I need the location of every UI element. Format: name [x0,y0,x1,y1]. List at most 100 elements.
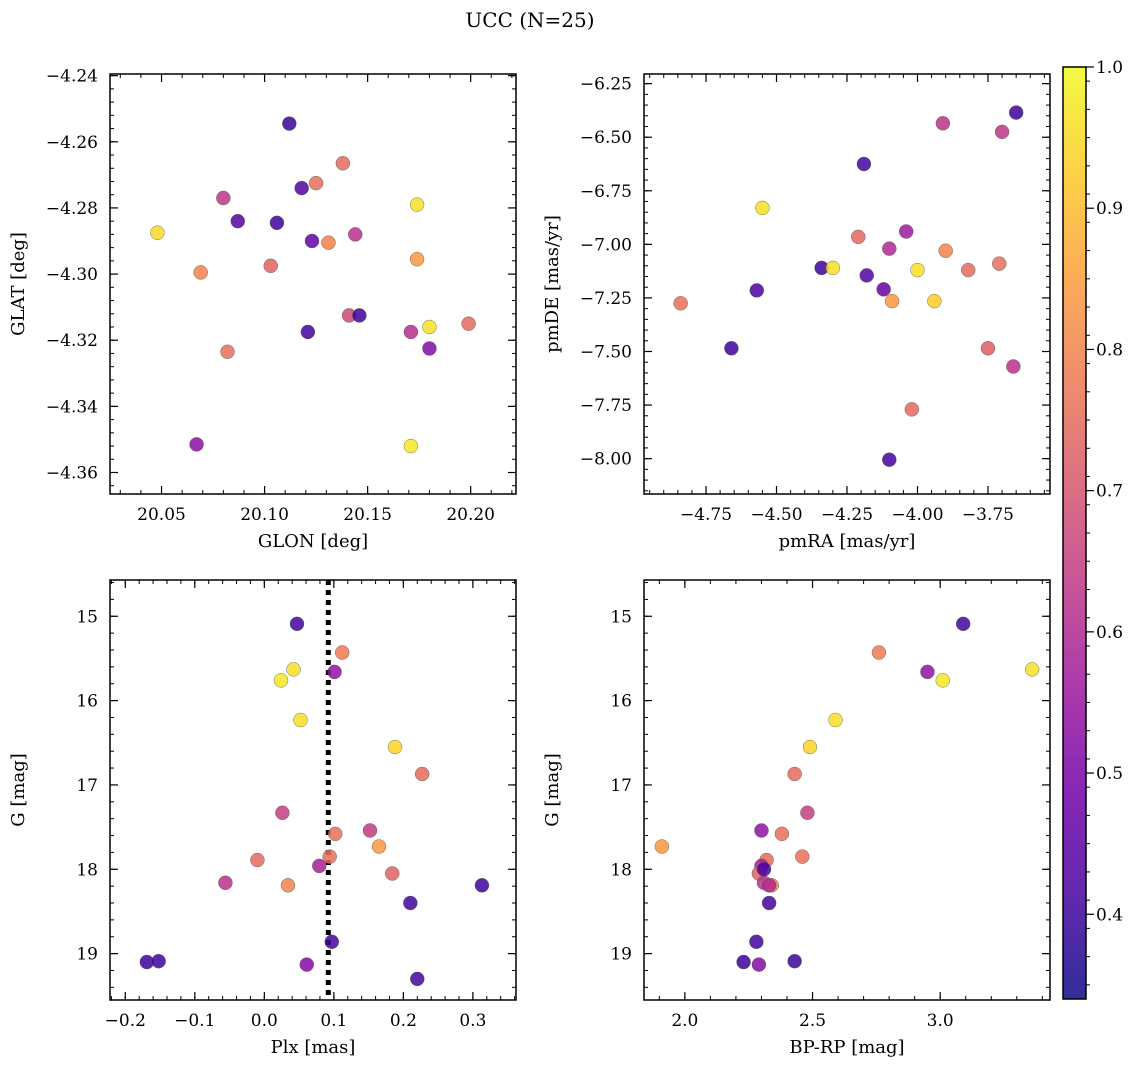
data-point [289,616,305,632]
data-point [673,296,688,311]
y-tick-label: −7.75 [580,396,632,416]
data-point [150,225,165,240]
y-tick-label: −7.25 [580,289,632,309]
data-point [273,673,289,688]
data-point [403,438,419,454]
data-point [1008,105,1024,120]
y-axis-label: GLAT [deg] [8,232,29,336]
axis-ticks [644,580,1050,1000]
data-point [754,823,769,838]
x-tick-label: −4.25 [821,505,873,525]
data-point [151,954,166,969]
data-point [304,233,320,249]
data-point [920,664,935,680]
data-point [327,664,342,680]
y-axis-label: pmDE [mas/yr] [542,215,563,353]
x-tick-label: −4.75 [680,505,732,525]
colorbar-tick-label: 0.5 [1096,764,1123,784]
y-tick-label: −7.00 [580,235,632,255]
y-tick-label: −6.25 [580,75,632,95]
data-point [414,766,430,782]
data-point [299,957,314,972]
data-point [871,645,887,660]
x-tick-label: −0.1 [174,1011,215,1031]
data-point [189,437,204,452]
x-tick-label: 0.0 [251,1011,278,1031]
data-point [286,662,301,677]
data-point [403,324,419,340]
data-point [300,324,316,340]
data-point [935,116,951,131]
data-point [795,849,810,864]
data-point [230,213,245,229]
data-point [352,308,367,323]
data-point [312,858,327,874]
x-axis-label: pmRA [mas/yr] [779,531,916,552]
data-point [362,823,378,838]
data-point [216,190,231,206]
data-point [294,180,309,196]
data-point [749,934,764,950]
y-tick-label: −4.34 [46,397,98,417]
y-tick-label: 17 [610,776,632,796]
data-point [774,826,790,842]
y-tick-label: 18 [76,860,98,880]
data-point [882,452,897,467]
data-point [761,878,777,893]
data-point [387,739,403,755]
data-point [910,262,925,278]
y-tick-label: 17 [76,776,98,796]
colorbar: 0.4 0.5 0.6 0.7 0.8 0.9 1.0 [1062,58,1123,1000]
data-point [756,862,772,877]
data-point [193,265,208,280]
y-tick-label: 15 [76,607,98,627]
plot-frame [109,579,517,1001]
data-point [334,645,350,660]
axis-ticks [110,580,516,1000]
plot-frame [643,579,1051,1001]
y-tick-label: −6.50 [580,128,632,148]
data-point [409,197,425,212]
colorbar-tick-label: 0.8 [1096,340,1123,360]
y-tick-label: −6.75 [580,182,632,202]
x-axis-label: GLON [deg] [258,531,368,552]
data-point [736,954,751,970]
data-point [403,895,418,911]
y-tick-label: 18 [610,860,632,880]
x-tick-label: 0.2 [390,1011,417,1031]
axis-ticks [110,74,516,494]
x-tick-label: 0.3 [459,1011,486,1031]
colorbar-tick-label: 0.7 [1096,482,1123,502]
y-tick-label: 15 [610,607,632,627]
data-point [348,227,363,242]
data-point [1006,359,1021,374]
x-tick-label: −4.00 [891,505,943,525]
panel-4: 2.0 2.5 3.0 15 16 17 18 19 BP-RP [mag] G [mag] [542,579,1051,1058]
colorbar-tick-label: 0.6 [1096,623,1123,643]
data-point [280,878,296,893]
data-point [422,341,437,356]
data-point [749,283,764,298]
data-point [263,258,278,274]
data-point [324,934,339,950]
data-point [884,293,900,309]
data-point [250,852,265,868]
colorbar-gradient [1062,66,1087,1000]
data-point [938,243,953,258]
y-tick-label: 19 [76,945,98,965]
x-tick-label: 20.10 [240,505,289,525]
data-point [328,826,343,842]
data-point [321,235,336,250]
y-tick-label: −8.00 [580,450,632,470]
data-point [474,878,490,893]
y-tick-label: −4.32 [46,331,98,351]
data-point [308,175,324,191]
colorbar-tick-label: 0.4 [1096,905,1123,925]
y-tick-label: −4.28 [46,199,98,219]
x-tick-label: 20.15 [343,505,392,525]
data-point [904,402,920,417]
y-tick-label: −4.26 [46,133,98,153]
data-point [856,156,872,172]
data-point [409,251,425,267]
